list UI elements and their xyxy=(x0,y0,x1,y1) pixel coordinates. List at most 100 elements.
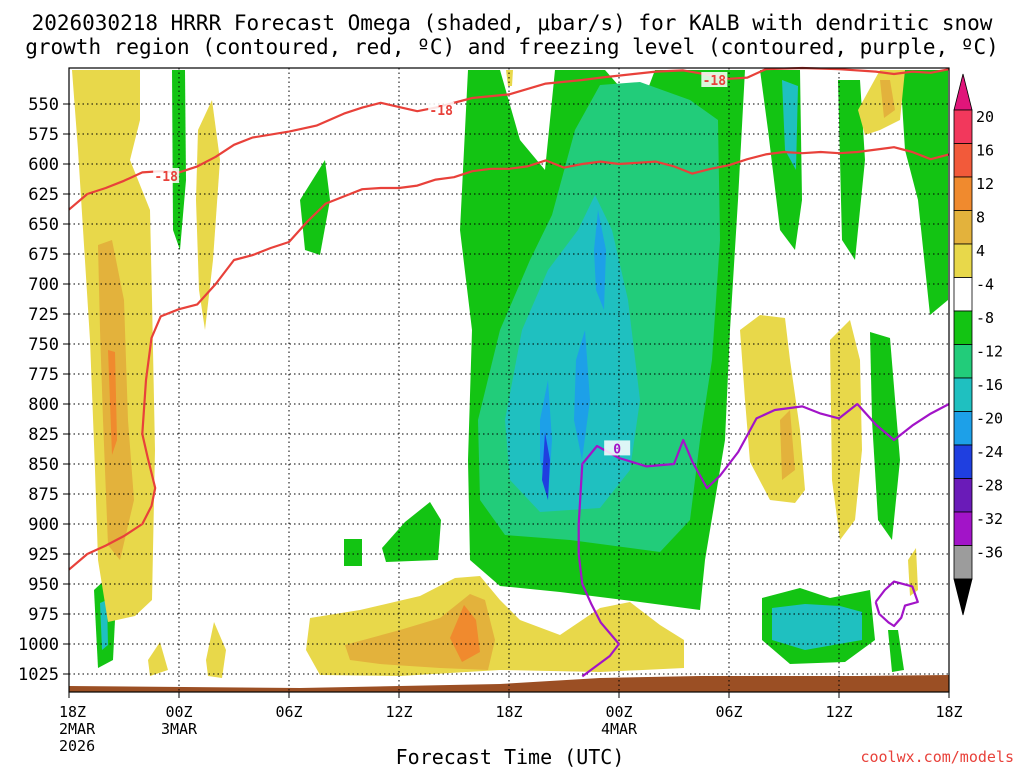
colorbar-top-triangle xyxy=(953,73,973,111)
omega-area-2 xyxy=(505,195,640,512)
credit-text: coolwx.com/models xyxy=(860,748,1014,766)
x-tick-label-8-0: 18Z xyxy=(935,703,962,721)
colorbar-swatch-5 xyxy=(953,277,973,312)
omega-area-12 xyxy=(100,600,108,650)
omega-area-3 xyxy=(574,330,590,460)
y-tick-label-725: 725 xyxy=(28,305,59,325)
colorbar-label-0: 20 xyxy=(976,108,994,126)
x-tick-label-3-0: 12Z xyxy=(385,703,412,721)
y-tick-label-800: 800 xyxy=(28,395,59,415)
contour-label-2: -18 xyxy=(703,74,727,89)
colorbar-swatch-7 xyxy=(953,344,973,379)
colorbar: 20 16 12 8 4 -4 -8 -12 -16 -20 -24 -28 -32 -36 xyxy=(953,73,1003,616)
contour-label-bg-1 xyxy=(428,102,455,117)
colorbar-swatch-6 xyxy=(953,310,973,345)
x-tick-label-7-0: 12Z xyxy=(825,703,852,721)
colorbar-swatch-1 xyxy=(953,143,973,178)
colorbar-label-6: -8 xyxy=(976,309,994,327)
omega-area-34 xyxy=(880,80,895,118)
omega-area-18 xyxy=(838,80,865,260)
y-tick-label-675: 675 xyxy=(28,245,59,265)
omega-area-6 xyxy=(542,432,550,500)
y-tick-label-975: 975 xyxy=(28,605,59,625)
y-tick-label-700: 700 xyxy=(28,275,59,295)
y-tick-label-775: 775 xyxy=(28,365,59,385)
contour-label-0: -18 xyxy=(154,170,178,185)
y-tick-label-1000: 1000 xyxy=(18,635,59,655)
x-tick-label-2-0: 06Z xyxy=(275,703,302,721)
colorbar-swatch-2 xyxy=(953,176,973,211)
omega-area-16 xyxy=(782,80,798,170)
colorbar-label-13: -36 xyxy=(976,544,1003,562)
omega-area-33 xyxy=(858,70,905,135)
colorbar-label-7: -12 xyxy=(976,343,1003,361)
colorbar-swatch-3 xyxy=(953,210,973,245)
omega-shading xyxy=(69,70,949,692)
x-tick-label-4-0: 18Z xyxy=(495,703,522,721)
omega-area-20 xyxy=(888,630,904,672)
surface-terrain xyxy=(69,675,949,692)
y-tick-label-600: 600 xyxy=(28,155,59,175)
colorbar-swatch-0 xyxy=(953,109,973,144)
omega-area-10 xyxy=(344,539,362,566)
y-axis-ticks: 550 575 600 625 650 675 700 725 750 775 800 825 850 8… xyxy=(18,95,69,685)
y-tick-label-950: 950 xyxy=(28,575,59,595)
x-tick-label-1-0: 00Z xyxy=(165,703,192,721)
omega-area-27 xyxy=(450,605,480,662)
omega-area-8 xyxy=(172,70,186,250)
omega-area-7 xyxy=(300,160,330,255)
y-tick-label-925: 925 xyxy=(28,545,59,565)
omega-area-9 xyxy=(382,502,441,562)
colorbar-label-9: -20 xyxy=(976,410,1003,428)
omega-area-31 xyxy=(780,410,795,480)
y-tick-label-825: 825 xyxy=(28,425,59,445)
contour-line-2 xyxy=(577,402,950,678)
contour-line-3 xyxy=(874,580,919,628)
colorbar-swatch-9 xyxy=(953,411,973,446)
colorbar-label-12: -32 xyxy=(976,510,1003,528)
contour-label-3: 0 xyxy=(613,442,621,457)
contour-label-bg-0 xyxy=(153,168,180,183)
y-tick-label-625: 625 xyxy=(28,185,59,205)
contour-label-1: -18 xyxy=(429,104,453,119)
x-tick-label-5-1: 4MAR xyxy=(601,720,638,738)
x-tick-label-0-0: 18Z xyxy=(59,703,86,721)
contour-line-1 xyxy=(68,146,950,571)
colorbar-label-3: 8 xyxy=(976,209,985,227)
x-tick-label-5-0: 00Z xyxy=(605,703,632,721)
colorbar-swatch-4 xyxy=(953,243,973,278)
x-tick-label-6-0: 06Z xyxy=(715,703,742,721)
y-tick-label-750: 750 xyxy=(28,335,59,355)
colorbar-swatch-13 xyxy=(953,545,973,580)
colorbar-label-10: -24 xyxy=(976,443,1003,461)
omega-area-5 xyxy=(594,210,606,310)
contour-label-bg-2 xyxy=(701,72,728,87)
omega-area-19 xyxy=(870,332,900,540)
y-tick-label-850: 850 xyxy=(28,455,59,475)
colorbar-label-4: 4 xyxy=(976,242,985,260)
omega-area-23 xyxy=(108,350,117,455)
omega-area-28 xyxy=(148,642,168,676)
chart-title-line-1: 2026030218 HRRR Forecast Omega (shaded, … xyxy=(32,11,993,35)
omega-area-17 xyxy=(900,70,948,315)
omega-area-32 xyxy=(830,320,862,540)
y-tick-label-575: 575 xyxy=(28,125,59,145)
colorbar-bottom-triangle xyxy=(953,578,973,616)
y-tick-label-650: 650 xyxy=(28,215,59,235)
chart-title-line-2: growth region (contoured, red, ºC) and f… xyxy=(25,35,999,59)
contour-label-bg-3 xyxy=(604,440,631,456)
x-tick-label-0-2: 2026 xyxy=(59,737,95,755)
colorbar-swatch-12 xyxy=(953,511,973,546)
colorbar-swatch-11 xyxy=(953,478,973,513)
omega-area-14 xyxy=(772,604,862,650)
colorbar-label-11: -28 xyxy=(976,477,1003,495)
x-tick-label-0-1: 2MAR xyxy=(59,720,96,738)
omega-area-30 xyxy=(740,315,805,503)
x-tick-label-1-1: 3MAR xyxy=(161,720,198,738)
omega-area-29 xyxy=(206,622,226,678)
colorbar-label-5: -4 xyxy=(976,276,994,294)
y-tick-label-900: 900 xyxy=(28,515,59,535)
